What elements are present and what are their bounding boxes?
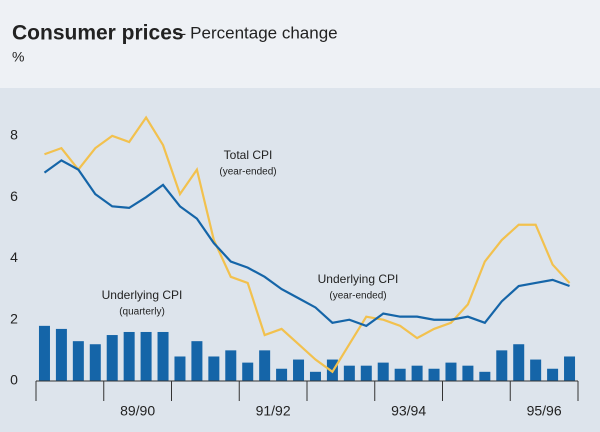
x-tick-label: 95/96 bbox=[527, 403, 562, 419]
bar bbox=[343, 365, 355, 381]
x-tick-label: 91/92 bbox=[256, 403, 291, 419]
bar bbox=[309, 371, 321, 381]
bar bbox=[157, 331, 169, 381]
y-tick-label: 0 bbox=[10, 372, 18, 388]
bar bbox=[123, 331, 135, 381]
bar bbox=[276, 368, 288, 381]
bar bbox=[547, 368, 559, 381]
bar bbox=[293, 359, 305, 381]
bar bbox=[394, 368, 406, 381]
bar bbox=[72, 341, 84, 381]
y-tick-label: 8 bbox=[10, 127, 18, 143]
line bbox=[44, 115, 571, 374]
y-unit: % bbox=[12, 49, 24, 65]
line bbox=[43, 159, 570, 328]
bar bbox=[377, 362, 389, 381]
bar bbox=[106, 335, 118, 381]
bar bbox=[208, 356, 220, 381]
chart-subtitle: – Percentage change bbox=[176, 23, 338, 42]
annotation: Underlying CPI bbox=[318, 272, 399, 286]
bar bbox=[140, 331, 152, 381]
annotation: (year-ended) bbox=[329, 291, 386, 302]
annotation: (year-ended) bbox=[219, 167, 276, 178]
bar bbox=[191, 341, 203, 381]
bar bbox=[55, 328, 67, 381]
annotation: Total CPI bbox=[224, 148, 273, 162]
bar bbox=[462, 365, 474, 381]
bar bbox=[411, 365, 423, 381]
bar bbox=[89, 344, 101, 381]
bar bbox=[496, 350, 508, 381]
bar bbox=[428, 368, 440, 381]
annotation: (quarterly) bbox=[119, 307, 165, 318]
chart-title: Consumer prices bbox=[12, 22, 184, 45]
bar bbox=[479, 371, 491, 381]
bar bbox=[225, 350, 237, 381]
bar bbox=[360, 365, 372, 381]
y-tick-label: 2 bbox=[10, 310, 18, 326]
bar bbox=[513, 344, 525, 381]
y-tick-label: 4 bbox=[10, 249, 18, 265]
bar bbox=[259, 350, 271, 381]
y-tick-label: 6 bbox=[10, 188, 18, 204]
bar bbox=[242, 362, 254, 381]
annotation: Underlying CPI bbox=[102, 288, 183, 302]
bar bbox=[530, 359, 542, 381]
bar bbox=[38, 325, 50, 381]
bar bbox=[445, 362, 457, 381]
bar bbox=[564, 356, 576, 381]
bar bbox=[174, 356, 186, 381]
x-tick-label: 93/94 bbox=[391, 403, 426, 419]
x-tick-label: 89/90 bbox=[120, 403, 155, 419]
